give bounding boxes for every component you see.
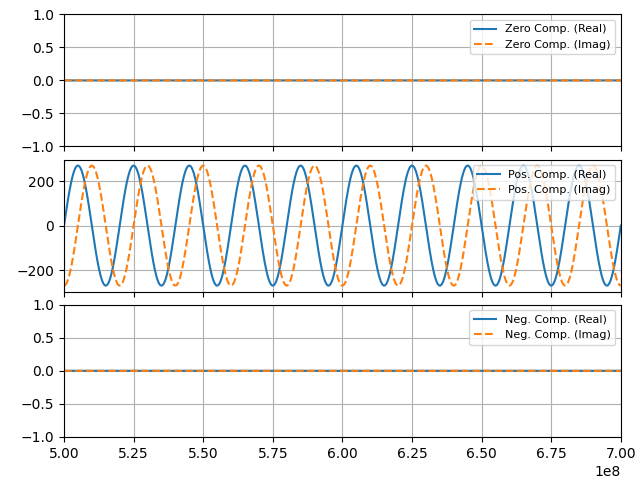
Pos. Comp. (Real) (606, 278, 614, 284)
Pos. Comp. (Real) (617, 223, 625, 228)
Zero Comp. (Imag) (60, 77, 68, 84)
Legend: Zero Comp. (Real), Zero Comp. (Imag): Zero Comp. (Real), Zero Comp. (Imag) (470, 20, 615, 54)
Zero Comp. (Imag) (606, 77, 614, 84)
Pos. Comp. (Imag) (157, 218, 164, 224)
Zero Comp. (Imag) (617, 77, 625, 84)
Pos. Comp. (Imag) (60, 283, 68, 288)
Neg. Comp. (Imag) (157, 368, 164, 373)
Pos. Comp. (Real) (74, 163, 82, 168)
Neg. Comp. (Imag) (298, 368, 305, 373)
Zero Comp. (Imag) (157, 77, 164, 84)
Neg. Comp. (Imag) (124, 368, 131, 373)
Pos. Comp. (Imag) (617, 283, 625, 288)
Pos. Comp. (Real) (546, 282, 554, 288)
Neg. Comp. (Real) (606, 368, 614, 373)
Zero Comp. (Real) (606, 77, 614, 84)
Zero Comp. (Real) (157, 77, 164, 84)
Line: Pos. Comp. (Real): Pos. Comp. (Real) (64, 166, 621, 286)
Pos. Comp. (Real) (603, 283, 611, 288)
Neg. Comp. (Imag) (617, 368, 625, 373)
Neg. Comp. (Imag) (60, 368, 68, 373)
Zero Comp. (Real) (60, 77, 68, 84)
Zero Comp. (Real) (546, 77, 554, 84)
Zero Comp. (Imag) (298, 77, 305, 84)
Pos. Comp. (Real) (60, 223, 68, 228)
Line: Pos. Comp. (Imag): Pos. Comp. (Imag) (64, 166, 621, 286)
Pos. Comp. (Imag) (546, 215, 554, 221)
Zero Comp. (Real) (124, 77, 131, 84)
Pos. Comp. (Imag) (124, 260, 132, 265)
Legend: Pos. Comp. (Real), Pos. Comp. (Imag): Pos. Comp. (Real), Pos. Comp. (Imag) (473, 165, 615, 200)
Pos. Comp. (Real) (274, 274, 282, 279)
Neg. Comp. (Imag) (546, 368, 554, 373)
Neg. Comp. (Real) (298, 368, 305, 373)
Neg. Comp. (Real) (617, 368, 625, 373)
Legend: Neg. Comp. (Real), Neg. Comp. (Imag): Neg. Comp. (Real), Neg. Comp. (Imag) (469, 311, 615, 345)
Pos. Comp. (Real) (157, 283, 164, 288)
Neg. Comp. (Real) (546, 368, 554, 373)
Pos. Comp. (Real) (124, 176, 132, 181)
Zero Comp. (Real) (298, 77, 305, 84)
Pos. Comp. (Imag) (274, 254, 282, 260)
Pos. Comp. (Imag) (88, 163, 96, 168)
Zero Comp. (Imag) (546, 77, 554, 84)
Neg. Comp. (Imag) (274, 368, 282, 373)
Pos. Comp. (Imag) (298, 215, 306, 220)
Zero Comp. (Imag) (274, 77, 282, 84)
Zero Comp. (Real) (274, 77, 282, 84)
Neg. Comp. (Real) (60, 368, 68, 373)
Neg. Comp. (Real) (124, 368, 131, 373)
Neg. Comp. (Real) (274, 368, 282, 373)
Zero Comp. (Real) (617, 77, 625, 84)
Pos. Comp. (Imag) (606, 244, 614, 250)
Pos. Comp. (Real) (298, 163, 306, 169)
Neg. Comp. (Imag) (606, 368, 614, 373)
Zero Comp. (Imag) (124, 77, 131, 84)
Neg. Comp. (Real) (157, 368, 164, 373)
